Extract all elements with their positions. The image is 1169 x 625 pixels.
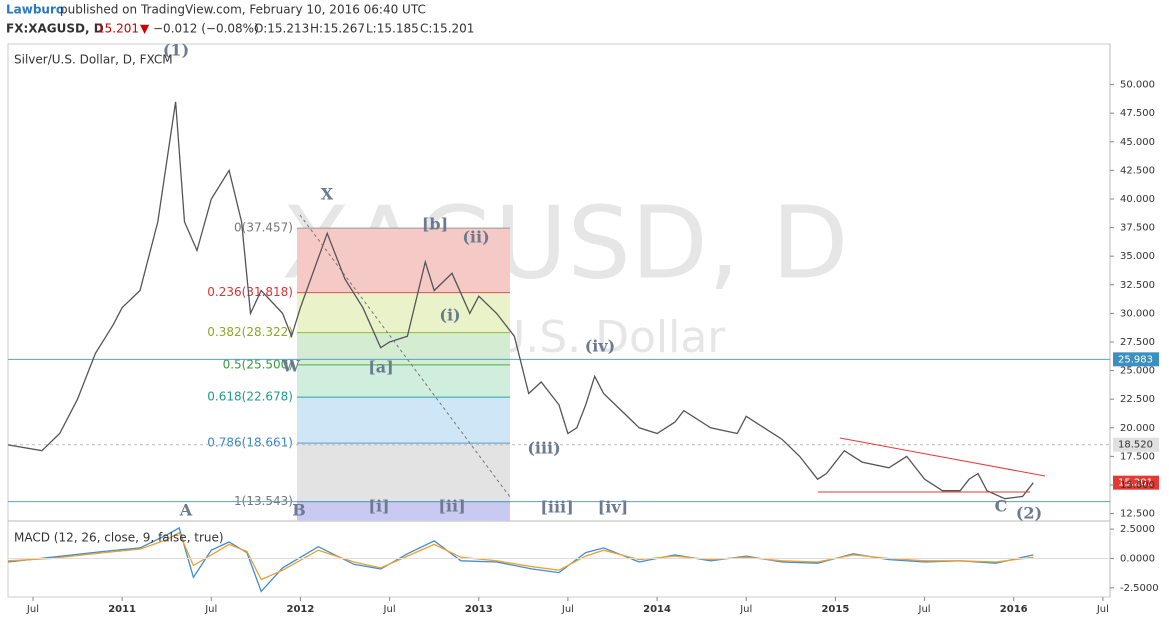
wave-label: X: [321, 185, 334, 204]
y-tick-label: 42.500: [1120, 165, 1155, 176]
x-tick-label: 2013: [465, 604, 493, 615]
fib-label: 0.618(22.678): [207, 390, 293, 404]
fib-zone: [297, 292, 510, 333]
open: O:15.213: [254, 22, 309, 36]
high: H:15.267: [310, 22, 365, 36]
wave-label: [iii]: [540, 498, 573, 517]
trendline: [839, 437, 1046, 477]
y-tick-label: 50.000: [1120, 80, 1155, 91]
symbol: FX:XAGUSD, D: [6, 22, 104, 36]
fib-label: 0.5(25.500): [223, 357, 293, 371]
pane-title: Silver/U.S. Dollar, D, FXCM: [14, 53, 173, 67]
y-tick-label: 15.000: [1120, 480, 1155, 491]
y-tick-label: 27.500: [1120, 337, 1155, 348]
wave-label: W: [281, 357, 301, 376]
x-tick-label: 2016: [1000, 604, 1028, 615]
wave-label: [ii]: [438, 497, 465, 516]
fib-label: 0.786(18.661): [207, 436, 293, 450]
fib-zone: [297, 501, 510, 521]
y-tick-label: 35.000: [1120, 251, 1155, 262]
wave-label: C: [995, 497, 1008, 516]
y-tick-label: 2.5000: [1120, 524, 1155, 535]
x-tick-label: Jul: [739, 604, 752, 615]
series-line: [7, 531, 1034, 581]
wave-label: B: [292, 501, 306, 520]
close: C:15.201: [420, 22, 474, 36]
x-tick-label: 2011: [108, 604, 136, 615]
fib-label: 0(37.457): [234, 221, 293, 235]
y-tick-label: 47.500: [1120, 108, 1155, 119]
y-tick-label: 45.000: [1120, 137, 1155, 148]
y-tick-label: 17.500: [1120, 451, 1155, 462]
price-badge-label: 15.201: [1118, 478, 1153, 489]
wave-label: (iii): [527, 439, 560, 458]
x-tick-label: Jul: [383, 604, 396, 615]
wave-label: [b]: [422, 215, 448, 234]
y-tick-label: -2.5000: [1120, 583, 1159, 594]
arrow: ▼: [140, 22, 150, 36]
x-tick-label: 2015: [821, 604, 849, 615]
x-tick-label: Jul: [561, 604, 574, 615]
wave-label: A: [179, 501, 193, 520]
pane-title: MACD (12, 26, close, 9, false, true): [14, 531, 224, 545]
series-line: [7, 101, 1034, 500]
x-tick-label: 2012: [287, 604, 315, 615]
last-price: 15.201: [97, 22, 139, 36]
price-badge-label: 25.983: [1118, 354, 1153, 365]
change: −0.012 (−0.08%): [153, 22, 259, 36]
price-badge: [1113, 437, 1159, 452]
wave-label: [a]: [368, 358, 394, 377]
y-tick-label: 37.500: [1120, 223, 1155, 234]
wave-label: [iv]: [598, 498, 629, 517]
y-tick-label: 32.500: [1120, 280, 1155, 291]
y-tick-label: 25.000: [1120, 366, 1155, 377]
fib-zone: [297, 364, 510, 398]
fib-zone: [297, 443, 510, 502]
fib-zone: [297, 228, 510, 293]
fib-label: 0.236(31.818): [207, 285, 293, 299]
price-badge: [1113, 475, 1159, 490]
y-tick-label: 0.0000: [1120, 553, 1155, 564]
y-tick-label: 40.000: [1120, 194, 1155, 205]
publisher[interactable]: Lawburo: [6, 3, 64, 17]
x-tick-label: Jul: [204, 604, 217, 615]
wave-label: (2): [1016, 504, 1042, 523]
x-tick-label: Jul: [26, 604, 39, 615]
wave-label: (iv): [585, 337, 616, 356]
wave-label: (1): [163, 41, 189, 60]
fib-zone: [297, 397, 510, 444]
fib-label: 0.382(28.322): [207, 325, 293, 339]
y-tick-label: 30.000: [1120, 308, 1155, 319]
y-tick-label: 22.500: [1120, 394, 1155, 405]
price-badge-label: 18.520: [1118, 440, 1153, 451]
low: L:15.185: [366, 22, 419, 36]
price-badge: [1113, 352, 1159, 367]
x-tick-label: 2014: [643, 604, 671, 615]
wave-label: [i]: [368, 497, 389, 516]
trendline: [299, 214, 511, 498]
wave-label: (ii): [462, 228, 489, 247]
published: published on TradingView.com, February 1…: [60, 3, 426, 17]
y-tick-label: 20.000: [1120, 423, 1155, 434]
wave-label: (i): [439, 306, 460, 325]
y-tick-label: 12.500: [1120, 509, 1155, 520]
x-tick-label: Jul: [1096, 604, 1109, 615]
x-tick-label: Jul: [918, 604, 931, 615]
